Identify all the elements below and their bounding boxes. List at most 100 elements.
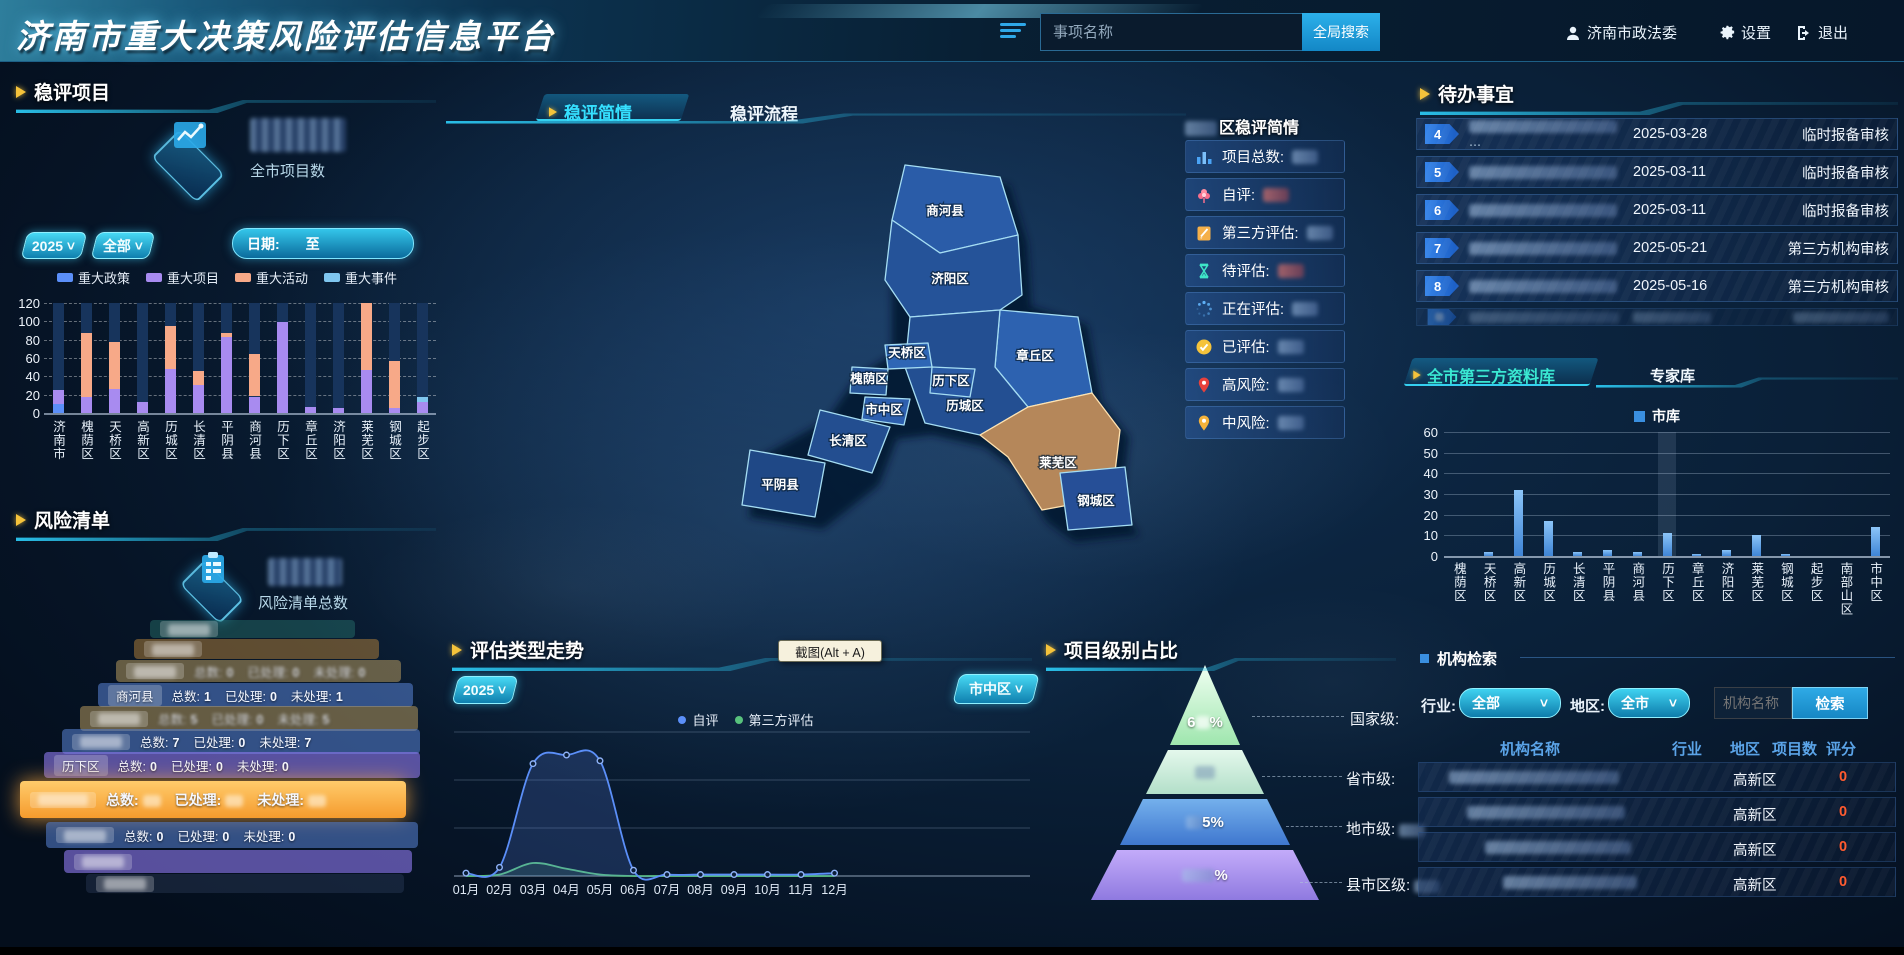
todo-row-partial[interactable]	[1416, 308, 1898, 326]
global-search-button[interactable]: 全局搜索	[1302, 13, 1380, 51]
risk-list-item[interactable]: 总数: 0 已处理: 0 未处理: 0	[116, 660, 401, 682]
todo-panel-title: 待办事宜	[1420, 80, 1514, 107]
gear-icon	[1720, 25, 1735, 40]
global-search-input[interactable]	[1040, 13, 1302, 51]
risk-list-item[interactable]: 历下区 总数: 0 已处理: 0 未处理: 0	[44, 752, 420, 778]
pyramid-tier-city[interactable]: 5%	[1120, 799, 1290, 845]
district-huaiyin[interactable]	[849, 366, 889, 396]
org-table-row[interactable]: 高新区 0	[1418, 832, 1896, 862]
stats-item[interactable]: 待评估:	[1185, 254, 1345, 287]
bar-segment	[52, 390, 64, 404]
risk-list-item[interactable]	[86, 874, 404, 893]
bar	[1751, 535, 1761, 556]
risk-list-item[interactable]: 总数: 5 已处理: 0 未处理: 5	[80, 706, 418, 731]
menu-icon[interactable]	[1000, 20, 1026, 42]
tab-stability-brief[interactable]: 稳评简情	[548, 99, 632, 124]
projects-year-select[interactable]: 2025 ˅	[20, 232, 88, 259]
risk-list-item[interactable]: 总数: 7 已处理: 0 未处理: 7	[62, 729, 420, 754]
stats-item-label: 项目总数:	[1222, 150, 1285, 166]
risk-list-item[interactable]: 商河县 总数: 1 已处理: 0 未处理: 1	[98, 683, 413, 707]
pyramid-tier-county[interactable]: %	[1091, 850, 1319, 900]
district-shizhong[interactable]	[861, 396, 911, 426]
gridline	[44, 321, 436, 323]
todo-row[interactable]: 4 ... 2025-03-28 临时报备审核	[1416, 118, 1898, 150]
tab-expert-library[interactable]: 专家库	[1650, 368, 1696, 385]
org-search-button[interactable]: 检索	[1792, 687, 1868, 719]
risk-stats: 总数: 0 已处理: 0 未处理: 0	[117, 759, 289, 774]
y-axis-tick: 40	[1423, 466, 1438, 482]
legend-item: 重大活动	[235, 268, 308, 287]
todo-row[interactable]: 6 2025-03-11 临时报备审核	[1416, 194, 1898, 226]
risk-list-item[interactable]: 总数: 已处理: 未处理:	[20, 781, 406, 818]
todo-row[interactable]: 8 2025-05-16 第三方机构审核	[1416, 270, 1898, 302]
pyramid-tier-national[interactable]: 6%	[1170, 665, 1240, 745]
industry-select[interactable]: 全部 ˅	[1459, 688, 1561, 718]
gridline	[44, 339, 436, 341]
user-menu[interactable]: 济南市政法委	[1565, 22, 1677, 43]
org-table-row[interactable]: 高新区 0	[1418, 762, 1896, 792]
district-changqing[interactable]	[807, 409, 891, 474]
todo-number-badge: 7	[1425, 238, 1459, 258]
district-jiyang[interactable]	[884, 219, 1023, 318]
todo-row[interactable]: 5 2025-03-11 临时报备审核	[1416, 156, 1898, 188]
map-label: 槐荫区	[849, 371, 888, 386]
region-select[interactable]: 全市 ˅	[1608, 688, 1690, 718]
stats-item[interactable]: 中风险:	[1185, 406, 1345, 439]
stats-item[interactable]: 高风险:	[1185, 368, 1345, 401]
pyramid-tier-provincial[interactable]	[1146, 750, 1264, 794]
arrow-marker-icon	[452, 643, 462, 656]
risk-diamond-icon	[178, 540, 258, 625]
risk-district-redacted	[80, 736, 122, 749]
projects-date-range[interactable]: 日期: 至	[232, 228, 414, 259]
risk-list-item[interactable]	[150, 620, 355, 638]
x-axis-label: 历城区	[1541, 562, 1556, 603]
gridline	[44, 358, 436, 359]
settings-button[interactable]: 设置	[1718, 22, 1771, 43]
risk-list-item[interactable]	[64, 850, 412, 873]
district-lixia[interactable]	[929, 366, 976, 398]
stats-item[interactable]: 项目总数:	[1185, 140, 1345, 173]
legend-item: 重大政策	[56, 268, 130, 287]
risk-list-item[interactable]	[134, 639, 379, 659]
stats-item-label: 已评估:	[1222, 340, 1270, 356]
map-label: 天桥区	[888, 345, 926, 360]
todo-number-badge: 8	[1425, 276, 1459, 296]
pyramid-label-national: 国家级:	[1350, 711, 1400, 728]
org-table-row[interactable]: 高新区 0	[1418, 797, 1896, 827]
user-icon	[1567, 26, 1579, 40]
top-header: 济南市重大决策风险评估信息平台 全局搜索 济南市政法委 设置 退出	[0, 0, 1904, 62]
stats-item[interactable]: 正在评估:	[1185, 292, 1345, 325]
org-name-redacted	[1449, 771, 1619, 784]
map-label: 市中区	[865, 402, 903, 417]
bar-track	[388, 303, 400, 413]
district-gangcheng[interactable]	[1059, 466, 1133, 531]
stats-item[interactable]: 第三方评估:	[1185, 216, 1345, 249]
bar-highlight-column	[1658, 432, 1676, 556]
org-table-row[interactable]: 高新区 0	[1418, 867, 1896, 897]
bar-track	[304, 303, 316, 413]
todo-title	[1459, 202, 1633, 218]
x-axis-label: 09月	[721, 883, 747, 897]
y-axis-tick: 60	[1423, 425, 1438, 440]
risk-district-tag	[56, 827, 114, 843]
x-axis-label: 平阴县	[219, 420, 233, 461]
todo-number-badge	[1427, 309, 1457, 325]
org-search-title: 机构检索	[1420, 648, 1497, 669]
logout-button[interactable]: 退出	[1796, 22, 1848, 43]
risk-list-item[interactable]: 总数: 0 已处理: 0 未处理: 0	[46, 822, 418, 848]
todo-row[interactable]: 7 2025-05-21 第三方机构审核	[1416, 232, 1898, 264]
tab-stability-process[interactable]: 稳评流程	[730, 105, 798, 124]
projects-scope-select[interactable]: 全部 ˅	[90, 232, 156, 259]
stats-item[interactable]: 自评:	[1185, 178, 1345, 211]
tab-thirdparty-library[interactable]: 全市第三方资料库	[1412, 363, 1555, 387]
bar-segment	[416, 397, 428, 402]
bar	[1781, 553, 1791, 556]
x-axis-label: 历城区	[163, 420, 177, 461]
trend-line-chart: 01月 02月 03月 04月 05月 06月 07月 08月 09月 10月 11月 12月	[453, 731, 1030, 897]
x-axis-label: 长清区	[1570, 562, 1585, 603]
district-pingyin[interactable]	[741, 449, 826, 518]
org-name-input[interactable]	[1714, 687, 1792, 719]
stats-item[interactable]: 已评估:	[1185, 330, 1345, 363]
todo-date: 2025-05-21	[1633, 240, 1708, 256]
